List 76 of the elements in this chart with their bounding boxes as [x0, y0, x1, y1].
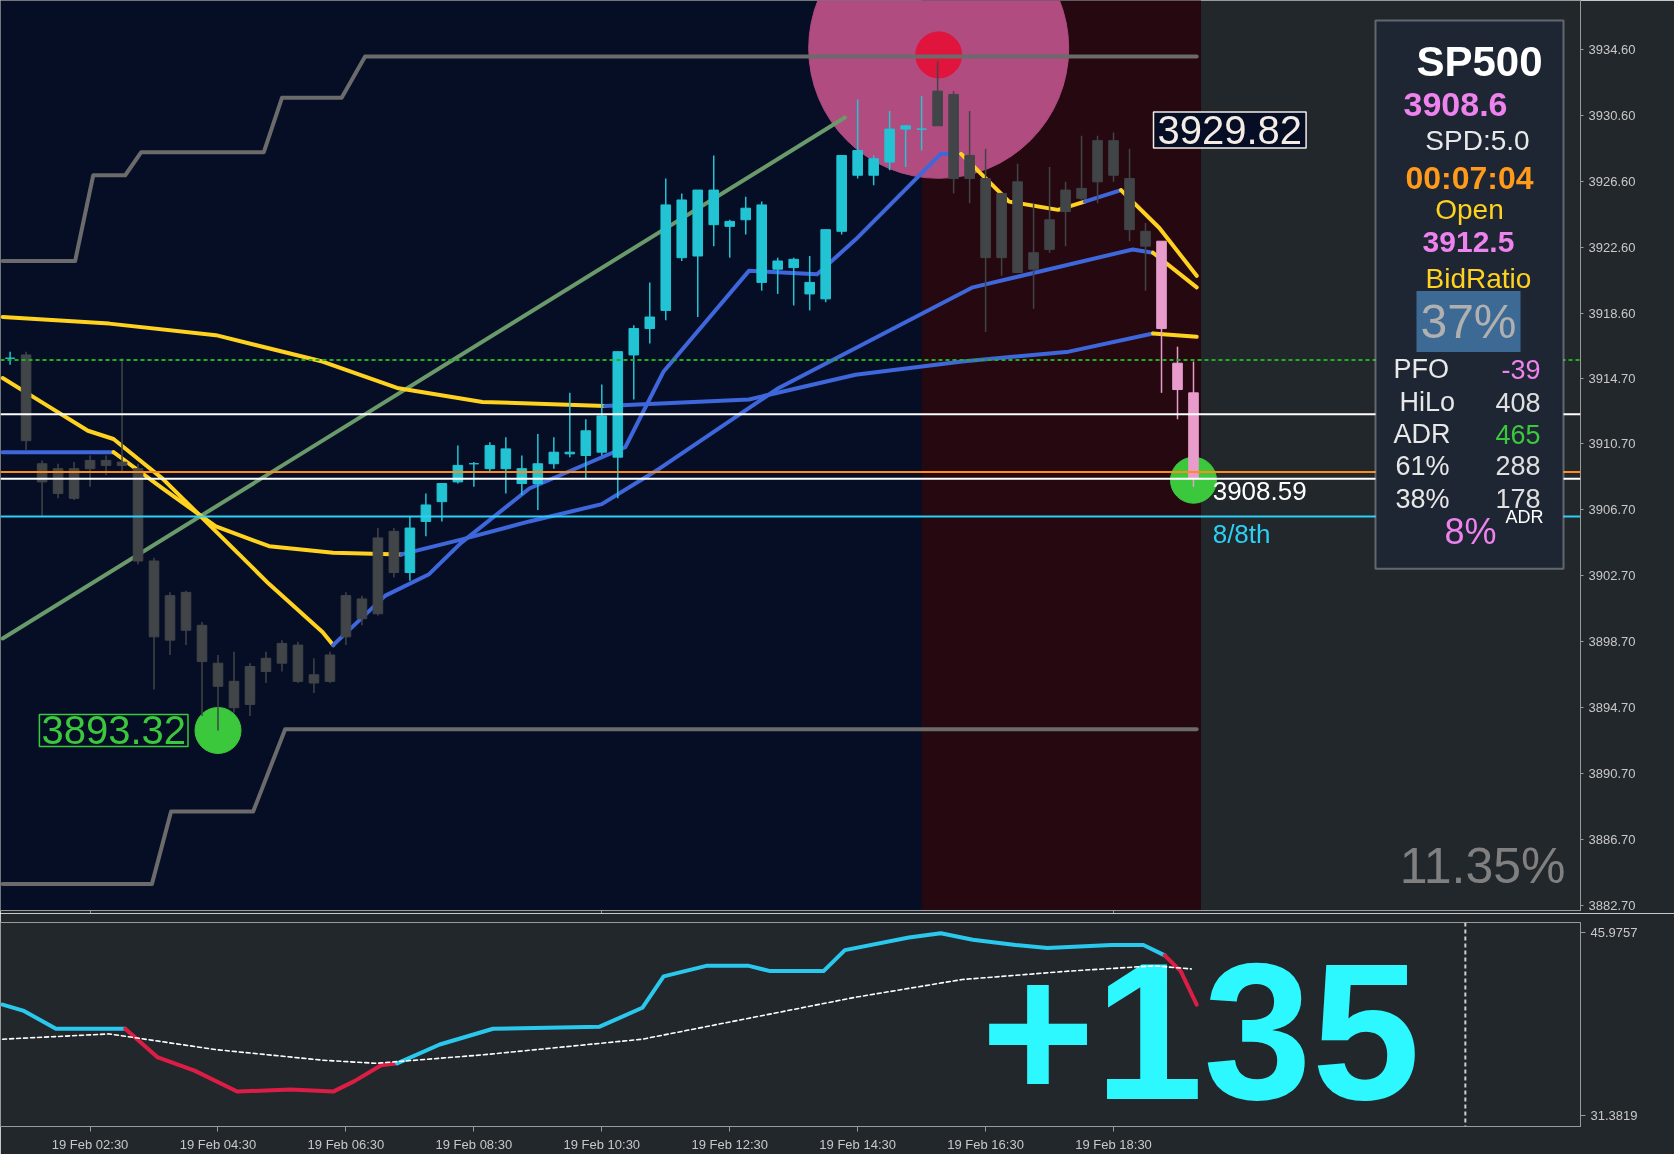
annotation: 8%: [1444, 511, 1497, 553]
candlestick: [788, 256, 799, 307]
x-tick-label: 19 Feb 02:30: [51, 1136, 129, 1152]
candlestick: [564, 392, 576, 458]
candlestick: [500, 436, 512, 495]
annotation: HiLo: [1399, 387, 1456, 418]
x-tick-label: 19 Feb 12:30: [691, 1136, 769, 1152]
annotation: 288: [1495, 451, 1541, 482]
candlestick: [468, 461, 480, 488]
annotation: BidRatio: [1425, 263, 1532, 295]
y-tick-label: 3934.60: [1588, 42, 1636, 58]
y-tick-label: 3922.60: [1588, 240, 1636, 256]
annotation: 3893.32: [41, 708, 186, 753]
annotation: 61%: [1395, 450, 1450, 481]
candlestick: [868, 154, 879, 186]
candlestick: [84, 454, 96, 488]
candlestick: [212, 654, 224, 732]
ref-line-label: 8/8th: [1212, 519, 1271, 550]
annotation: 408: [1495, 387, 1541, 418]
candlestick: [1028, 202, 1039, 310]
y-tick-label: 3914.70: [1588, 370, 1636, 386]
y-tick-label: 3910.70: [1588, 436, 1636, 452]
x-tick-label: 19 Feb 06:30: [307, 1136, 385, 1152]
annotation: 465: [1495, 419, 1541, 450]
annotation: 11.35%: [1399, 837, 1566, 894]
y-tick-label: 3918.60: [1588, 306, 1636, 322]
annotation: SPD:5.0: [1425, 124, 1530, 156]
y-tick-label: 3894.70: [1588, 700, 1636, 716]
candlestick: [308, 657, 320, 694]
y-tick-label: 3890.70: [1588, 766, 1636, 782]
x-tick-label: 19 Feb 14:30: [819, 1136, 896, 1152]
x-tick-label: 19 Feb 08:30: [435, 1136, 513, 1152]
y-tick-label: 45.9757: [1590, 924, 1638, 940]
candlestick: [100, 454, 112, 477]
annotation: ADR: [1393, 419, 1451, 450]
y-tick-label: 3902.70: [1588, 568, 1636, 584]
candlestick: [804, 255, 815, 312]
candlestick: [1140, 222, 1151, 292]
annotation: PFO: [1393, 354, 1450, 385]
candlestick: [436, 482, 448, 523]
candlestick: [116, 357, 128, 473]
ref-line-label: 3908.59: [1212, 475, 1307, 506]
annotation: 00:07:04: [1405, 159, 1534, 196]
x-tick-label: 19 Feb 10:30: [563, 1136, 641, 1152]
annotation: Open: [1435, 194, 1504, 226]
candlestick: [356, 594, 368, 627]
candlestick: [644, 281, 656, 345]
y-tick-label: 3886.70: [1588, 832, 1636, 848]
annotation: 37%: [1420, 294, 1517, 348]
annotation: -39: [1501, 354, 1541, 385]
y-tick-label: 3930.60: [1588, 108, 1636, 124]
annotation: 3908.6: [1403, 84, 1508, 123]
candlestick: [772, 256, 783, 295]
candlestick: [900, 125, 911, 168]
annotation: SP500: [1416, 37, 1543, 85]
candlestick: [1076, 134, 1087, 201]
annotation: 3912.5: [1422, 224, 1515, 258]
candlestick: [548, 436, 560, 470]
candlestick: [4, 350, 16, 366]
annotation: 38%: [1395, 483, 1450, 514]
candlestick: [1060, 181, 1071, 247]
y-tick-label: 3906.70: [1588, 502, 1636, 518]
y-tick-label: 3898.70: [1588, 634, 1636, 650]
x-tick-label: 19 Feb 04:30: [179, 1136, 257, 1152]
candlestick: [260, 650, 272, 684]
candlestick: [964, 110, 975, 205]
y-tick-label: 3926.60: [1588, 174, 1636, 190]
candlestick: [420, 492, 432, 538]
y-tick-label: 31.3819: [1590, 1108, 1638, 1124]
y-tick-label: 3882.70: [1588, 898, 1636, 914]
candlestick: [276, 639, 288, 673]
annotation: 3929.82: [1157, 108, 1303, 153]
candlestick: [916, 95, 927, 152]
candlestick: [484, 441, 496, 473]
candlestick: [724, 219, 736, 259]
candlestick: [740, 195, 752, 236]
